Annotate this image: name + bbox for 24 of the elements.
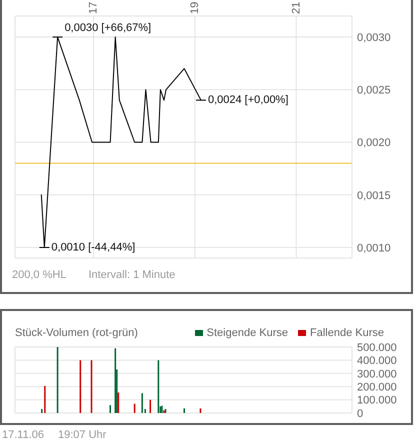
annotation: 0,0024 [+0,00%] <box>208 94 288 106</box>
text: Intervall: 1 Minute <box>88 269 176 281</box>
y-tick-label: 0,0010 <box>357 242 391 254</box>
y-tick-label: 500.000 <box>357 342 397 354</box>
y-tick-label: 100.000 <box>357 394 397 407</box>
y-tick-label: 0,0030 <box>357 32 391 44</box>
annotation: 0,0010 [-44,44%] <box>51 241 136 254</box>
x-tick-label: 21 <box>290 2 302 14</box>
y-tick-label: 0,0015 <box>357 190 391 202</box>
x-tick-label: 17 <box>88 2 100 14</box>
text: 19:07 Uhr <box>58 429 106 441</box>
y-tick-label: 0,0020 <box>357 137 391 150</box>
legend-label: Fallende Kurse <box>310 327 384 339</box>
y-tick-label: 400.000 <box>357 355 397 368</box>
x-tick-label: 19 <box>188 2 201 14</box>
y-tick-label: 200.000 <box>357 382 397 394</box>
legend-label: Steigende Kurse <box>206 327 288 339</box>
annotation: 0,0030 [+66,67%] <box>64 22 152 34</box>
y-tick-label: 300.000 <box>357 368 397 380</box>
y-tick-label: 0 <box>357 408 364 420</box>
text: 200,0 %HL <box>12 269 66 281</box>
chart-title: Stück-Volumen (rot-grün) <box>15 326 138 340</box>
text: 17.11.06 <box>2 429 44 441</box>
y-tick-label: 0,0025 <box>357 84 391 97</box>
